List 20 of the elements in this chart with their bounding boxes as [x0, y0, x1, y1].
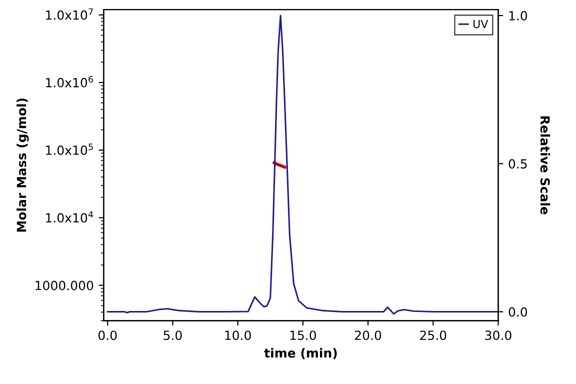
y-axis-title: Molar Mass (g/mol)	[16, 98, 29, 232]
x-tick-label: 25.0	[420, 330, 446, 340]
x-tick-label: 5.0	[164, 330, 182, 340]
y2-tick-label: 0.0	[508, 307, 528, 317]
y-tick-label: 1.0x10$^{7}$	[46, 8, 93, 20]
x-tick-label: 15.0	[290, 330, 316, 340]
y2-axis-title: Relative Scale	[540, 116, 550, 214]
legend-label: UV	[473, 20, 488, 28]
y2-tick-label: 0.5	[508, 159, 527, 169]
line-series	[106, 14, 498, 315]
y-tick-label: 1.0x10$^{6}$	[46, 76, 94, 88]
x-tick-label: 30.0	[485, 330, 512, 340]
y2-tick-label: 1.0	[509, 10, 528, 20]
x-axis-title: time (min)	[264, 348, 337, 360]
y-tick-label: 1000.000	[36, 280, 94, 290]
y-tick-label: 1.0x10$^{5}$	[46, 144, 93, 155]
x-tick-label: 20.0	[355, 330, 382, 340]
x-tick-label: 0.0	[98, 330, 117, 340]
y-tick-label: 1.0x10$^{4}$	[46, 211, 94, 223]
x-tick-label: 10.0	[225, 330, 251, 340]
